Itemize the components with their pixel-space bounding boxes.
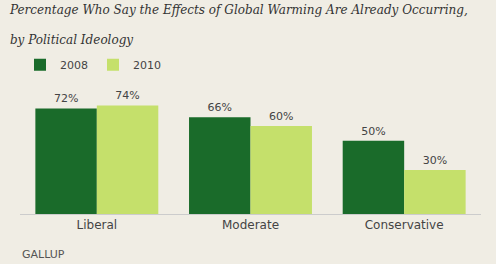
svg-text:Conservative: Conservative [365, 218, 444, 232]
svg-text:by Political Ideology: by Political Ideology [10, 33, 133, 47]
svg-text:GALLUP: GALLUP [22, 248, 65, 261]
svg-text:2008: 2008 [60, 59, 88, 72]
svg-text:74%: 74% [115, 89, 139, 102]
svg-text:60%: 60% [269, 110, 293, 123]
svg-text:Liberal: Liberal [77, 218, 118, 232]
svg-text:Moderate: Moderate [222, 218, 279, 232]
svg-text:72%: 72% [54, 92, 78, 105]
svg-text:2010: 2010 [133, 59, 161, 72]
svg-text:30%: 30% [423, 154, 447, 167]
svg-text:Percentage Who Say the Effects: Percentage Who Say the Effects of Global… [9, 3, 468, 17]
svg-text:50%: 50% [361, 125, 385, 138]
svg-text:66%: 66% [208, 101, 232, 114]
